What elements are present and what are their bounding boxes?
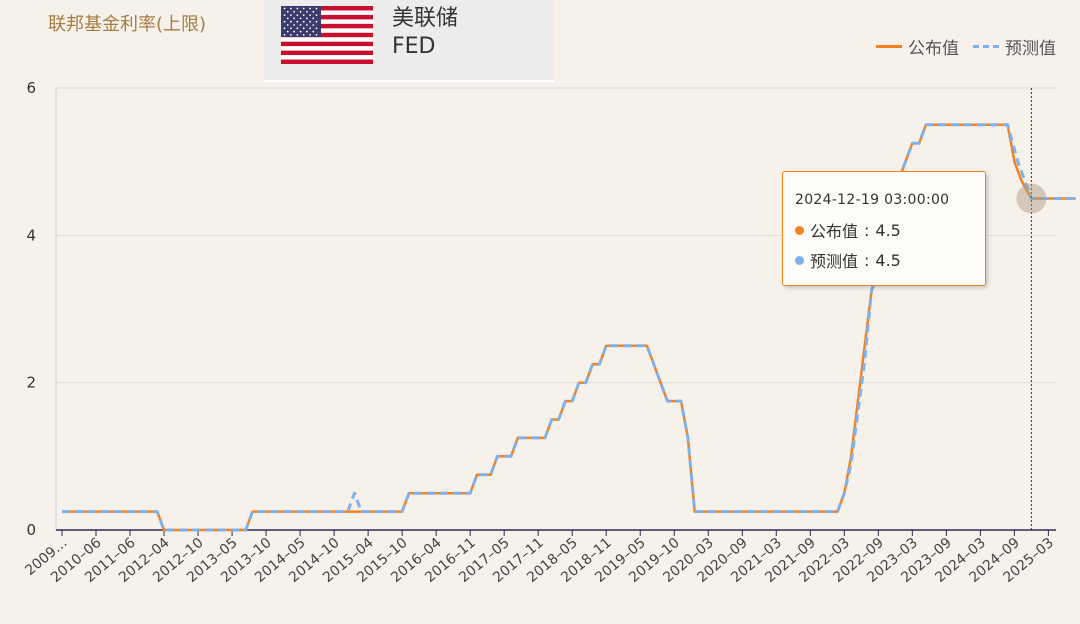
legend-swatch-forecast	[973, 45, 999, 48]
y-tick-label: 0	[26, 521, 36, 539]
tooltip-row-forecast: 预测值: 4.5	[795, 248, 901, 272]
bank-name-en: FED	[392, 34, 436, 59]
tooltip-dot-forecast	[795, 255, 804, 265]
y-tick-label: 6	[26, 79, 36, 97]
x-axis: 2009…2010–062011–062012–042012–102013–05…	[22, 530, 1057, 586]
y-axis: 0 2 4 6	[26, 79, 36, 539]
us-flag-icon	[281, 6, 373, 64]
hover-point	[1016, 183, 1047, 214]
central-bank-badge: 美联储 FED	[264, 0, 554, 82]
tooltip-actual-label: 公布值	[810, 222, 859, 241]
tooltip-colon-forecast: :	[864, 250, 870, 270]
legend: 公布值 预测值	[876, 34, 1056, 59]
grid	[55, 87, 1056, 531]
chart-title: 联邦基金利率(上限)	[48, 14, 207, 35]
tooltip-date: 2024-12-19 03:00:00	[795, 192, 950, 208]
tooltip-row-actual: 公布值: 4.5	[795, 218, 901, 242]
tooltip-forecast-value: 4.5	[875, 250, 901, 270]
tooltip-dot-actual	[795, 225, 804, 235]
tooltip-colon-actual: :	[864, 220, 870, 240]
legend-label-actual: 公布值	[908, 39, 959, 59]
tooltip-actual-value: 4.5	[875, 220, 901, 240]
y-tick-label: 2	[26, 374, 36, 392]
legend-item-actual[interactable]: 公布值	[876, 34, 959, 59]
legend-swatch-actual	[876, 45, 902, 48]
hover-layer	[1016, 88, 1047, 530]
legend-label-forecast: 预测值	[1005, 39, 1056, 59]
tooltip: 2024-12-19 03:00:00 公布值: 4.5 预测值: 4.5	[782, 171, 986, 286]
series-line-forecast	[62, 123, 1076, 532]
y-tick-label: 4	[26, 226, 36, 244]
bank-name-cn: 美联储	[392, 6, 459, 31]
tooltip-forecast-label: 预测值	[810, 252, 859, 271]
series-group	[62, 123, 1076, 532]
legend-item-forecast[interactable]: 预测值	[973, 34, 1056, 59]
